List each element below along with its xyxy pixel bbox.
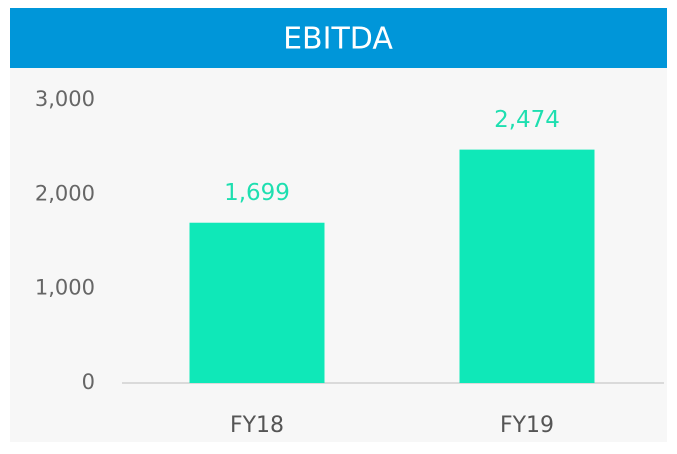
y-tick-label: 1,000	[35, 276, 95, 300]
y-tick-label: 0	[82, 370, 95, 394]
data-label: 2,474	[494, 107, 560, 133]
bar	[189, 222, 325, 383]
y-tick-label: 3,000	[35, 87, 95, 111]
bar	[459, 149, 595, 383]
chart-title: EBITDA	[283, 22, 393, 57]
data-label: 1,699	[224, 180, 290, 206]
x-tick-label: FY19	[500, 413, 554, 438]
x-tick-label: FY18	[230, 413, 284, 438]
header	[10, 8, 667, 68]
y-tick-label: 2,000	[35, 181, 95, 205]
